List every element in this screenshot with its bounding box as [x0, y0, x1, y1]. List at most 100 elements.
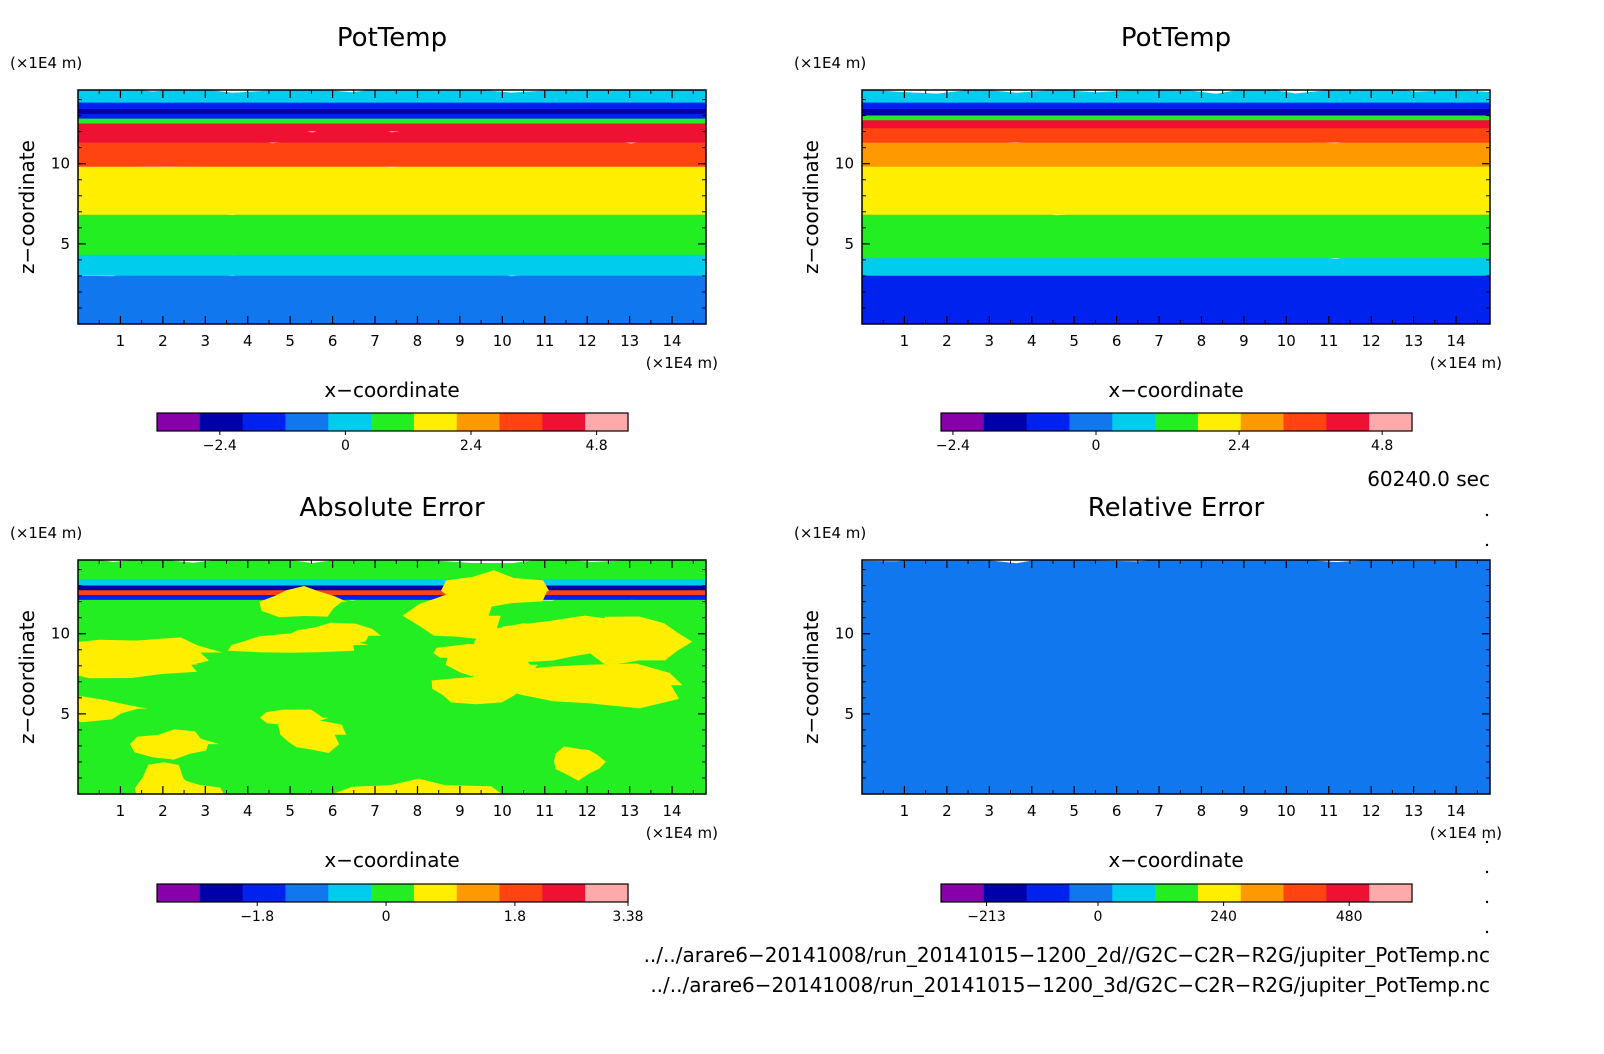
- x-tick-label: 10: [493, 802, 512, 820]
- footer-info: 60240.0 sec ../../arare6−20141008/run_201…: [644, 467, 1490, 997]
- y-unit-label: (×1E4 m): [10, 54, 82, 72]
- contour-patch: [441, 570, 550, 610]
- colorbar-segment: [157, 413, 201, 431]
- x-axis-label: x−coordinate: [1108, 378, 1243, 402]
- contour-patch: [862, 702, 976, 757]
- y-unit-label: (×1E4 m): [794, 54, 866, 72]
- contour-patch: [286, 622, 381, 649]
- x-tick-label: 9: [1239, 802, 1249, 820]
- y-axis-label: z−coordinate: [15, 610, 39, 744]
- colorbar-segment: [941, 413, 985, 431]
- colorbar-segment: [285, 884, 329, 902]
- y-unit-label: (×1E4 m): [794, 524, 866, 542]
- colorbar-segment: [1155, 884, 1199, 902]
- contour-band: [78, 269, 706, 324]
- marker-dot: [1485, 930, 1489, 934]
- time-label: 60240.0 sec: [1367, 467, 1490, 491]
- contour-patch: [886, 770, 986, 794]
- marker-dot: [1485, 870, 1489, 874]
- x-tick-label: 3: [201, 802, 211, 820]
- marker-dot: [1485, 543, 1489, 547]
- colorbar-tick-label: 2.4: [460, 438, 482, 454]
- y-axis-label: z−coordinate: [15, 140, 39, 274]
- colorbar: −213 0 240 480: [940, 883, 1413, 925]
- x-tick-label: 9: [1239, 332, 1249, 350]
- contour-band: [78, 161, 706, 215]
- contour-band: [78, 248, 706, 276]
- x-tick-label: 5: [1069, 802, 1079, 820]
- y-tick-label: 5: [844, 235, 854, 253]
- x-tick-label: 6: [1112, 802, 1122, 820]
- x-tick-label: 11: [1319, 802, 1338, 820]
- contour-patch: [431, 673, 523, 705]
- x-tick-label: 1: [116, 802, 126, 820]
- contour-patch: [1454, 751, 1490, 769]
- colorbar-segment: [157, 884, 201, 902]
- chart-title: PotTemp: [337, 23, 447, 53]
- contour-band: [862, 269, 1490, 324]
- x-tick-label: 5: [1069, 332, 1079, 350]
- contour-band: [862, 90, 1490, 103]
- contour-band: [862, 114, 1490, 129]
- y-axis-label: z−coordinate: [799, 610, 823, 744]
- x-tick-label: 4: [1027, 332, 1037, 350]
- x-tick-label: 4: [243, 332, 253, 350]
- colorbar-segment: [1369, 413, 1413, 431]
- x-tick-label: 5: [285, 332, 295, 350]
- x-tick-label: 7: [1154, 332, 1164, 350]
- colorbar-segment: [1240, 884, 1285, 902]
- x-tick-label: 6: [328, 802, 338, 820]
- colorbar-segment: [585, 884, 629, 902]
- x-unit-label: (×1E4 m): [1430, 354, 1502, 372]
- y-unit-label: (×1E4 m): [10, 524, 82, 542]
- contour-band: [78, 136, 706, 167]
- marker-dot: [1485, 513, 1489, 517]
- x-tick-label: 10: [1277, 802, 1296, 820]
- colorbar-segment: [1197, 413, 1242, 431]
- x-tick-label: 8: [1197, 332, 1207, 350]
- marker-dot: [1485, 900, 1489, 904]
- x-tick-label: 7: [370, 332, 380, 350]
- contour-patch: [579, 616, 693, 666]
- colorbar-segment: [983, 884, 1028, 902]
- colorbar-segment: [1112, 413, 1156, 431]
- contour-band: [862, 103, 1490, 116]
- file-path: ../../arare6−20141008/run_20141015−1200_…: [644, 943, 1490, 967]
- contour-patch: [1260, 602, 1383, 644]
- x-tick-label: 14: [1447, 332, 1466, 350]
- colorbar: −1.8 0 1.8 3.38: [156, 883, 644, 925]
- contour-band: [862, 160, 1490, 215]
- chart-title: Relative Error: [1088, 493, 1265, 523]
- colorbar-segment: [542, 884, 586, 902]
- x-tick-label: 14: [663, 332, 682, 350]
- contour-band: [78, 90, 706, 103]
- colorbar-segment: [1069, 884, 1113, 902]
- colorbar-segment: [413, 413, 458, 431]
- y-tick-label: 5: [60, 705, 70, 723]
- x-tick-label: 6: [328, 332, 338, 350]
- x-tick-label: 4: [243, 802, 253, 820]
- plot-frame: [861, 89, 1491, 325]
- colorbar-segment: [1069, 413, 1113, 431]
- colorbar-segment: [456, 413, 501, 431]
- x-tick-label: 13: [1404, 802, 1423, 820]
- y-tick-label: 5: [844, 705, 854, 723]
- colorbar-segment: [1197, 884, 1242, 902]
- contour-patch: [278, 720, 347, 753]
- colorbar-tick-label: 0: [1092, 438, 1101, 454]
- contour-field: [78, 560, 706, 794]
- x-tick-label: 13: [1404, 332, 1423, 350]
- x-tick-label: 4: [1027, 802, 1037, 820]
- colorbar-segment: [941, 884, 985, 902]
- x-tick-label: 1: [900, 802, 910, 820]
- x-tick-label: 12: [1362, 332, 1381, 350]
- x-axis-label: x−coordinate: [324, 848, 459, 872]
- colorbar-segment: [542, 413, 586, 431]
- colorbar-tick-label: −213: [967, 909, 1005, 925]
- colorbar-tick-label: 2.4: [1228, 438, 1250, 454]
- x-tick-label: 5: [285, 802, 295, 820]
- colorbar: −2.4 0 2.4 4.8: [156, 412, 629, 454]
- contour-patch: [486, 663, 683, 709]
